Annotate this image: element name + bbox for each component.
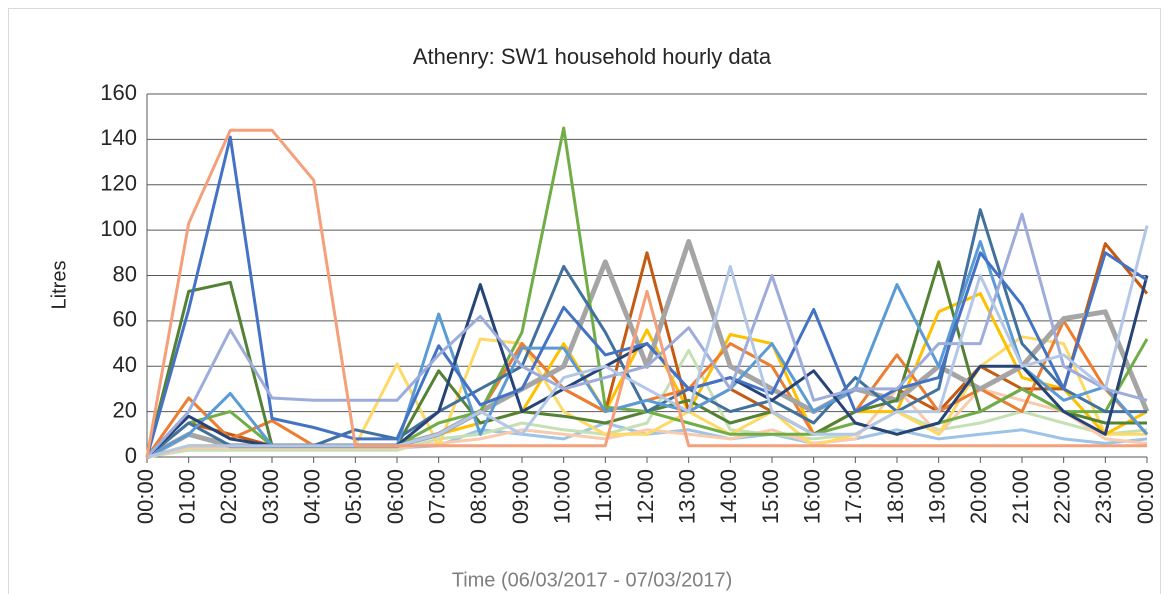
y-axis-label: Litres [48,261,70,310]
x-tick-label: 16:00 [799,469,824,524]
x-tick-label: 05:00 [341,469,366,524]
x-tick-label: 01:00 [174,469,199,524]
x-tick-label: 11:00 [591,469,616,522]
chart-title: Athenry: SW1 household hourly data [413,44,772,69]
x-tick-label: 06:00 [383,469,408,524]
x-tick-label: 08:00 [466,469,491,524]
x-tick-label: 17:00 [841,469,866,524]
x-tick-label: 19:00 [924,469,949,524]
x-tick-label: 02:00 [216,469,241,524]
x-axis-label: Time (06/03/2017 - 07/03/2017) [452,569,733,591]
y-tick-label: 80 [113,261,137,286]
y-tick-label: 20 [113,397,137,422]
y-tick-label: 140 [100,125,137,150]
y-tick-label: 160 [100,80,137,105]
x-tick-label: 12:00 [633,469,658,524]
x-tick-label: 03:00 [258,469,283,524]
series-line [145,135,1148,458]
series-line [145,212,1148,459]
x-tick-label: 18:00 [883,469,908,524]
x-tick-label: 09:00 [508,469,533,524]
x-tick-label: 13:00 [674,469,699,524]
x-tick-label: 21:00 [1008,469,1033,524]
x-tick-label: 23:00 [1091,469,1116,524]
x-tick-label: 00:00 [133,469,158,524]
x-tick-label: 22:00 [1049,469,1074,524]
series-line [145,128,1147,458]
y-tick-label: 0 [125,443,137,468]
series-line [146,225,1149,459]
x-tick-label: 00:00 [1133,469,1158,524]
x-tick-label: 20:00 [966,469,991,524]
x-tick-label: 10:00 [549,469,574,524]
x-tick-label: 15:00 [758,469,783,524]
y-tick-label: 100 [100,216,137,241]
y-tick-label: 40 [113,352,137,377]
series-line [146,348,1148,459]
x-tick-label: 04:00 [299,469,324,524]
y-tick-label: 60 [113,307,137,332]
x-tick-label: 07:00 [424,469,449,524]
y-tick-label: 120 [100,171,137,196]
x-tick-label: 14:00 [716,469,741,524]
